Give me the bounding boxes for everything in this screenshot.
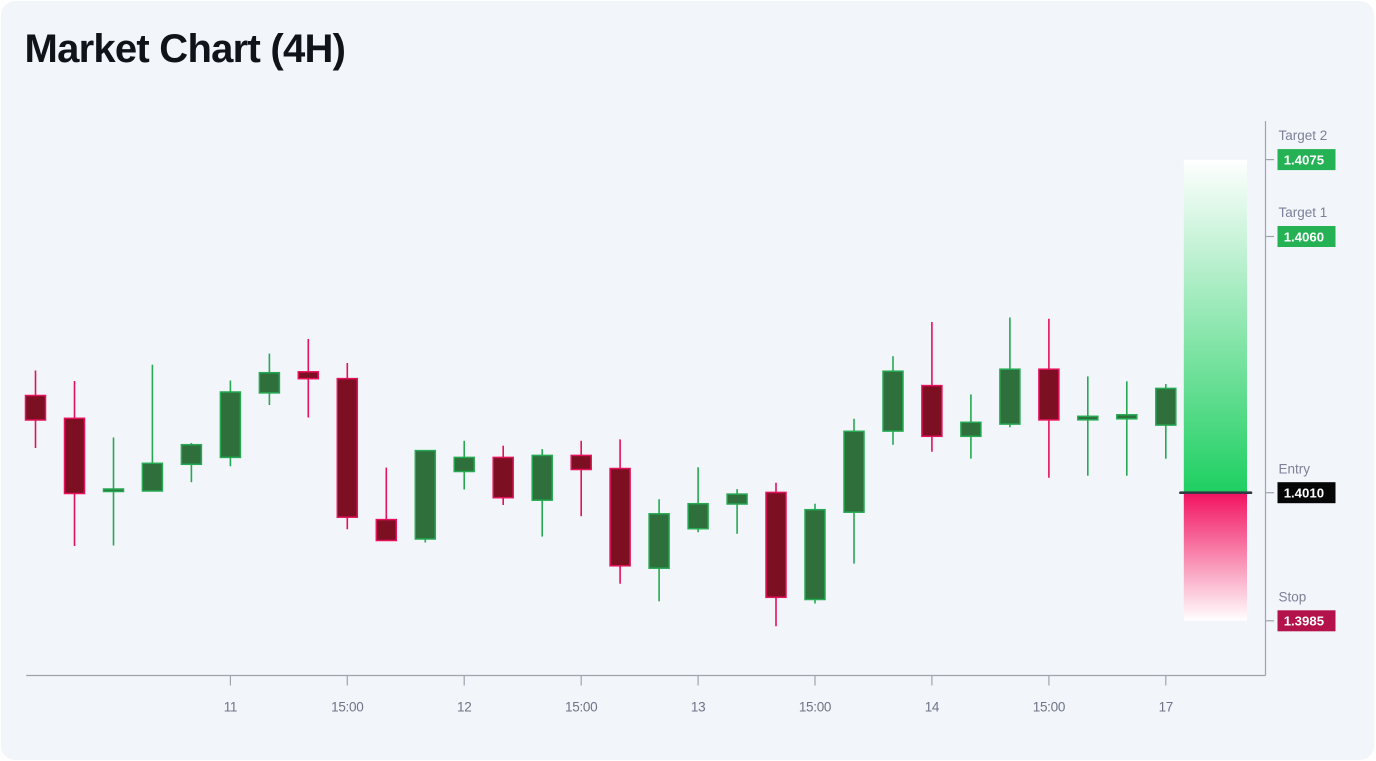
svg-text:17: 17 [1159,700,1173,715]
svg-text:1.4075: 1.4075 [1284,152,1324,167]
svg-text:1.4010: 1.4010 [1284,486,1324,501]
svg-text:15:00: 15:00 [331,700,363,715]
svg-text:Target 2: Target 2 [1279,128,1328,143]
svg-text:Stop: Stop [1279,589,1307,604]
svg-text:12: 12 [457,700,471,715]
svg-text:Entry: Entry [1279,461,1311,476]
svg-text:11: 11 [224,700,237,715]
svg-text:15:00: 15:00 [565,700,597,715]
svg-text:15:00: 15:00 [1033,700,1065,715]
svg-text:15:00: 15:00 [799,700,831,715]
svg-text:13: 13 [691,700,705,715]
svg-text:1.4060: 1.4060 [1284,229,1324,244]
svg-text:Target 1: Target 1 [1279,205,1328,220]
svg-text:14: 14 [925,700,940,715]
svg-text:1.3985: 1.3985 [1284,614,1324,629]
